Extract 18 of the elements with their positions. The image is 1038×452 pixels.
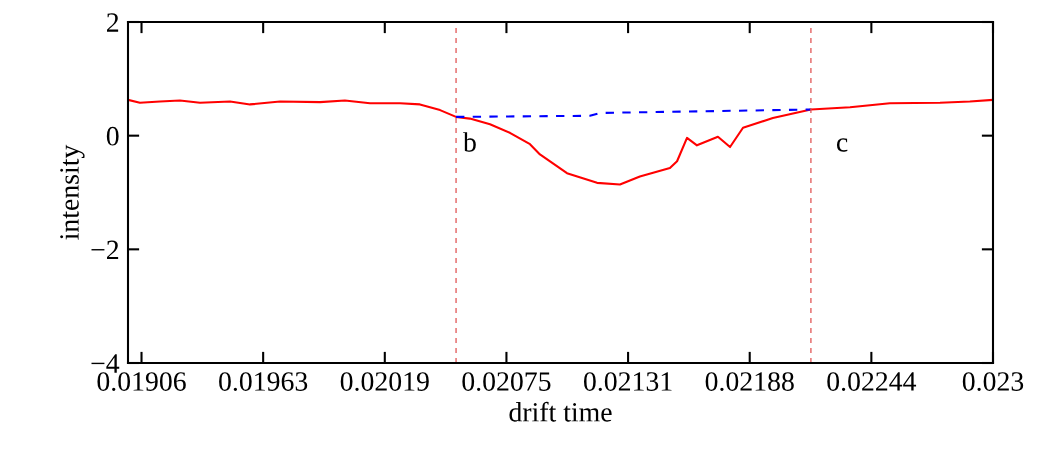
y-tick-label: 0: [106, 126, 119, 146]
line-series: [455, 108, 812, 118]
y-tick-label: −2: [91, 240, 119, 259]
y-tick-label: −4: [91, 354, 120, 373]
x-tick-label: 0.023: [962, 372, 1024, 391]
line-series: [128, 98, 993, 186]
x-tick-label: 0.02019: [340, 372, 429, 391]
y-tick-label: 2: [107, 13, 119, 32]
x-tick-label: 0.02244: [827, 372, 917, 391]
x-tick-label: 0.01906: [97, 372, 186, 391]
x-tick-label: 0.01963: [219, 372, 308, 391]
x-tick-label: 0.02188: [705, 372, 794, 391]
x-tick-label: 0.02131: [584, 372, 672, 391]
ref-line-label: b: [463, 132, 476, 152]
x-axis-title: drift time: [509, 401, 612, 422]
ref-line-label: c: [836, 138, 848, 152]
x-tick-label: 0.02075: [462, 372, 551, 391]
y-axis-title: intensity: [60, 144, 85, 240]
